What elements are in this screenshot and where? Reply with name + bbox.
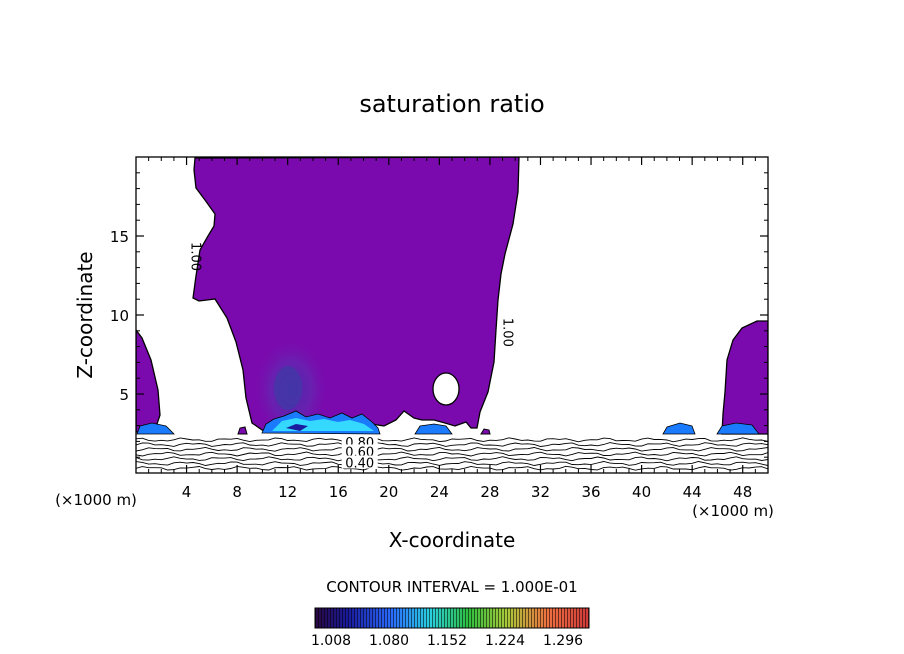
x-tick-label: 44 (683, 483, 702, 501)
contour-label-bg (341, 455, 378, 469)
y-tick-label: 5 (119, 386, 129, 404)
x-axis-label: X-coordinate (389, 528, 516, 552)
cloud-base-patch-42 (662, 422, 696, 435)
x-tick-label: 24 (430, 483, 449, 501)
colorbar-bands (315, 608, 589, 628)
x-tick-label: 12 (278, 483, 297, 501)
y-tick-label: 10 (110, 307, 129, 325)
x-axis-ticks: 4 8 12 16 20 24 28 32 36 40 44 48 (148, 157, 756, 501)
x-tick-label: 8 (232, 483, 242, 501)
cloud-base-speck-10 (237, 426, 248, 435)
x-tick-label: 40 (632, 483, 651, 501)
contour-labels: 1.001.000.800.600.40 (187, 242, 515, 472)
colorbar-tick-labels: 1.008 1.080 1.152 1.224 1.296 (311, 633, 583, 649)
colorbar-tick-label: 1.008 (311, 633, 351, 649)
cloud-right-region (721, 320, 768, 435)
cloud-base-peak-dark (286, 424, 308, 431)
x-tick-label: 28 (480, 483, 499, 501)
colorbar-tick-label: 1.152 (427, 633, 467, 649)
isoline (136, 465, 768, 471)
colorbar-tick-label: 1.296 (543, 633, 583, 649)
x-unit-right: (×1000 m) (692, 502, 774, 520)
isoline (136, 437, 768, 443)
cloud-left-edge-region (136, 328, 161, 433)
contour-label: 1.00 (187, 242, 202, 271)
plot-area (136, 157, 768, 471)
isoline (136, 446, 768, 452)
contour-label: 1.00 (500, 318, 515, 347)
cloud-base-speck-28 (480, 428, 491, 435)
subsaturated-hole (432, 372, 460, 406)
isoline (136, 456, 768, 462)
x-tick-label: 48 (733, 483, 752, 501)
colorbar-tick-label: 1.224 (485, 633, 525, 649)
cloud-base-patch-left (136, 422, 175, 435)
x-tick-label: 4 (182, 483, 192, 501)
high-ratio-core-inner (274, 366, 302, 410)
cloud-base-patch-47 (716, 422, 760, 435)
cloud-base-patch-24 (414, 423, 453, 435)
chart-title: saturation ratio (359, 90, 544, 118)
x-tick-label: 20 (379, 483, 398, 501)
x-tick-label: 16 (329, 483, 348, 501)
isoline (136, 451, 768, 457)
subsaturated-isolines (136, 437, 768, 471)
cloud-main-region (192, 157, 520, 433)
colorbar-tick-label: 1.080 (369, 633, 409, 649)
isoline (136, 461, 768, 466)
y-axis-label: Z-coordinate (73, 251, 97, 378)
y-axis-ticks: 5 10 15 (110, 172, 768, 458)
y-tick-label: 15 (110, 228, 129, 246)
x-unit-left: (×1000 m) (55, 491, 137, 509)
contour-label: 0.40 (345, 457, 374, 472)
isoline (136, 442, 768, 447)
x-tick-label: 36 (581, 483, 600, 501)
contour-interval-text: CONTOUR INTERVAL = 1.000E-01 (326, 578, 577, 596)
contour-label-bg (341, 444, 378, 458)
x-tick-label: 32 (531, 483, 550, 501)
